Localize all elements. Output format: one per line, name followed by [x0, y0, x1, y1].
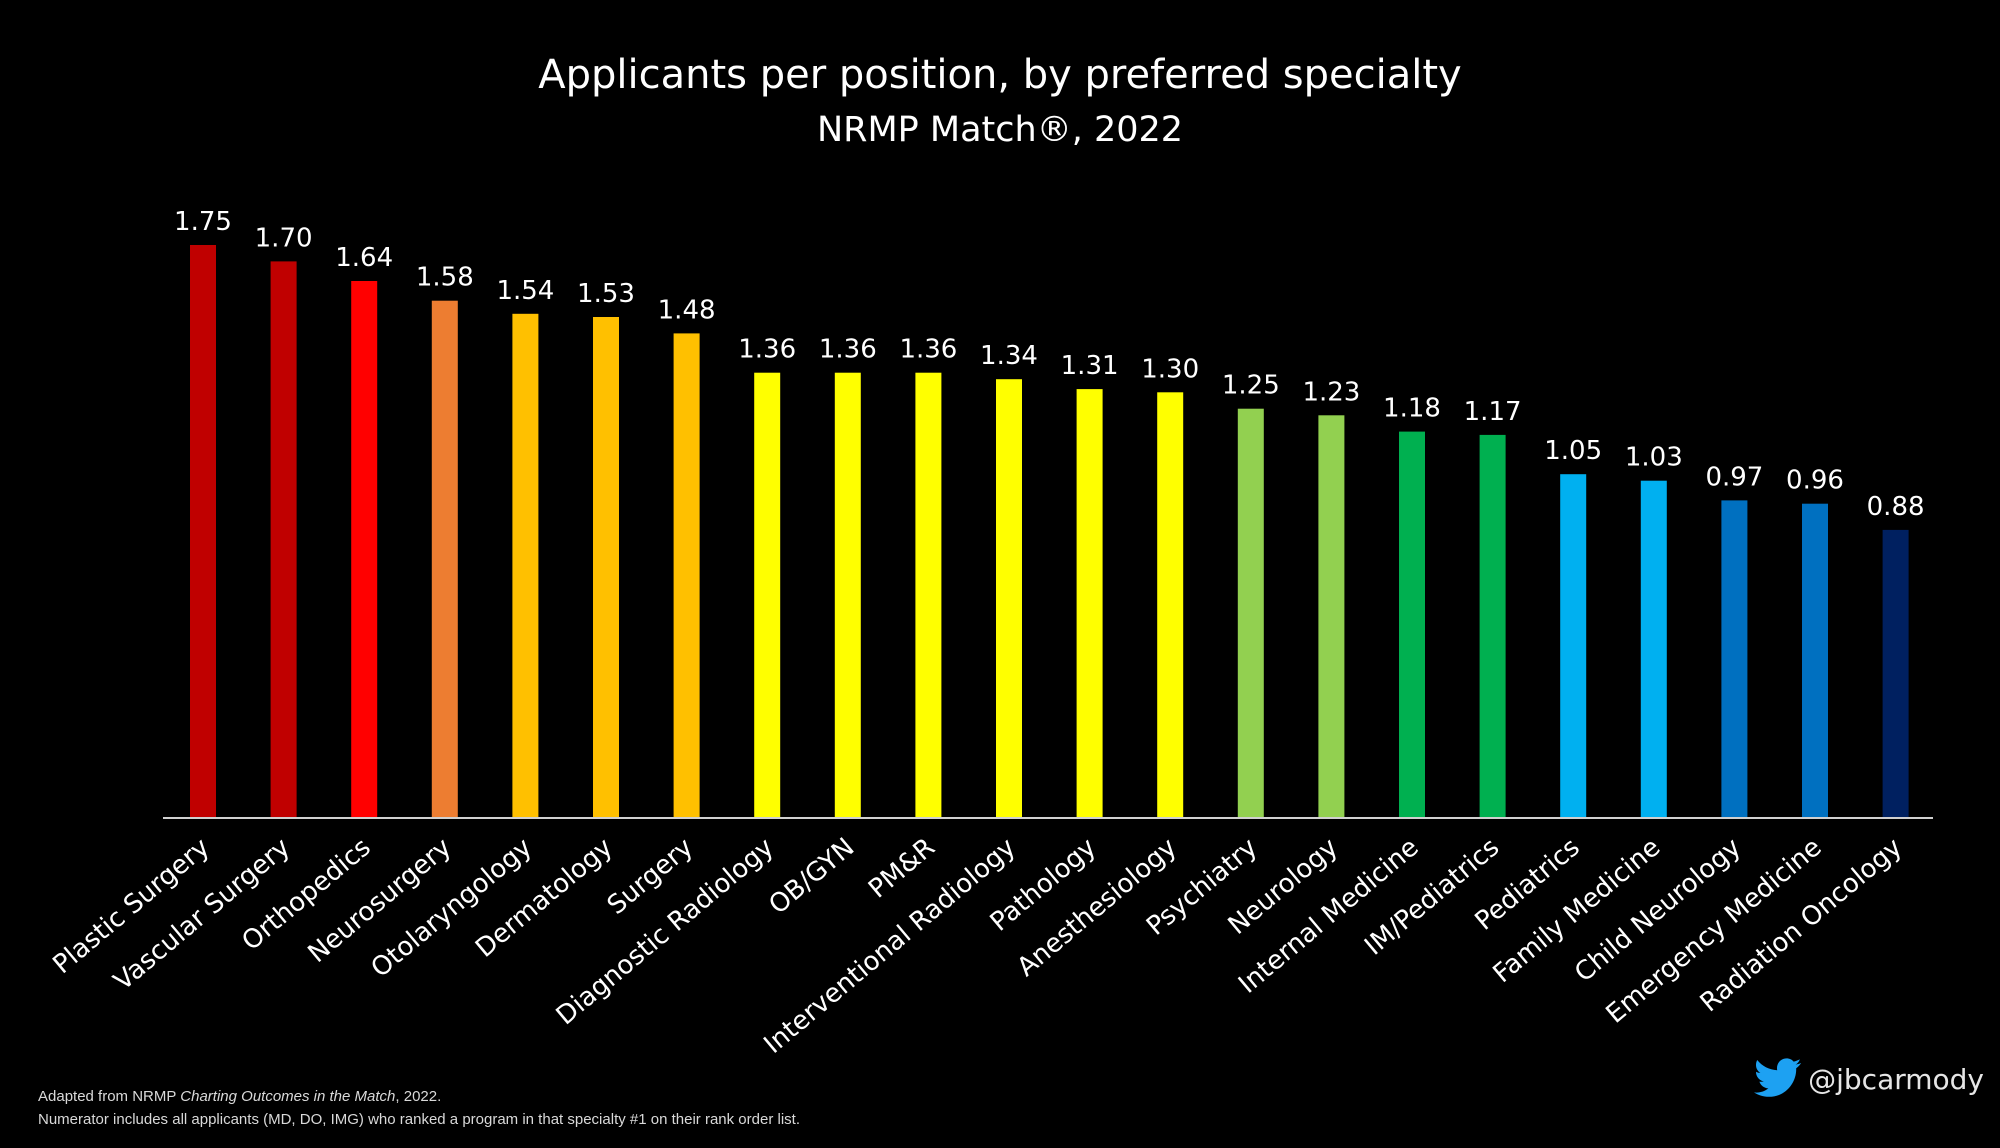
value-label: 1.34: [980, 341, 1038, 371]
bar: [1479, 434, 1506, 818]
chart-subtitle: NRMP Match®, 2022: [817, 110, 1183, 150]
bar: [593, 317, 619, 818]
value-label: 1.48: [658, 295, 716, 325]
bar: [1882, 529, 1909, 818]
bar: [1237, 408, 1264, 818]
chart-title: Applicants per position, by preferred sp…: [538, 52, 1461, 98]
value-labels-group: 1.75 1.70 1.64 1.58 1.54 1.53 1.48 1.36 1.36 1.36…: [174, 207, 1924, 522]
bar: [915, 372, 942, 818]
bar: [351, 281, 378, 818]
value-label: 1.75: [174, 207, 232, 237]
value-label: 1.64: [335, 243, 393, 273]
bar: [673, 333, 700, 818]
value-label: 0.96: [1786, 466, 1844, 496]
value-label: 1.54: [496, 276, 554, 306]
value-label: 1.36: [819, 335, 877, 365]
value-label: 1.70: [255, 223, 313, 253]
bar: [1076, 389, 1103, 818]
footnote-definition: Numerator includes all applicants (MD, D…: [38, 1111, 800, 1128]
value-label: 0.88: [1867, 492, 1925, 522]
category-label: OB/GYN: [763, 832, 860, 920]
value-label: 1.03: [1625, 443, 1683, 473]
footnote-source-suffix: , 2022.: [395, 1088, 442, 1105]
bar: [1399, 431, 1425, 818]
bar: [1318, 415, 1345, 818]
bar: [190, 245, 216, 818]
footnote-source-title: Charting Outcomes in the Match: [180, 1088, 396, 1105]
value-label: 1.31: [1061, 351, 1119, 381]
bar: [1157, 392, 1184, 818]
twitter-bird-icon: [1754, 1058, 1802, 1097]
value-label: 1.36: [738, 335, 796, 365]
bar: [270, 261, 297, 818]
value-label: 1.23: [1302, 377, 1360, 407]
bar: [1640, 480, 1667, 818]
value-label: 1.58: [416, 263, 474, 293]
footnote-source: Adapted from NRMP Charting Outcomes in t…: [38, 1088, 441, 1105]
bar: [512, 313, 539, 818]
footnote-source-prefix: Adapted from NRMP: [38, 1088, 181, 1105]
value-label: 1.53: [577, 279, 635, 309]
twitter-handle: @jbcarmody: [1754, 1058, 1984, 1100]
value-label: 1.25: [1222, 371, 1280, 401]
value-label: 1.30: [1141, 354, 1199, 384]
category-label: Dermatology: [470, 832, 618, 963]
bar: [431, 300, 458, 818]
bar: [834, 372, 861, 818]
bars-group: [190, 245, 1909, 818]
bar: [754, 372, 781, 818]
bar: [1560, 474, 1587, 818]
bar: [996, 379, 1022, 818]
value-label: 1.18: [1383, 394, 1441, 424]
twitter-handle-text: @jbcarmody: [1808, 1062, 1984, 1096]
value-label: 1.05: [1544, 436, 1602, 466]
value-label: 1.17: [1464, 397, 1522, 427]
value-label: 0.97: [1705, 462, 1763, 492]
bar: [1802, 503, 1828, 818]
value-label: 1.36: [899, 335, 957, 365]
bar: [1721, 500, 1748, 818]
